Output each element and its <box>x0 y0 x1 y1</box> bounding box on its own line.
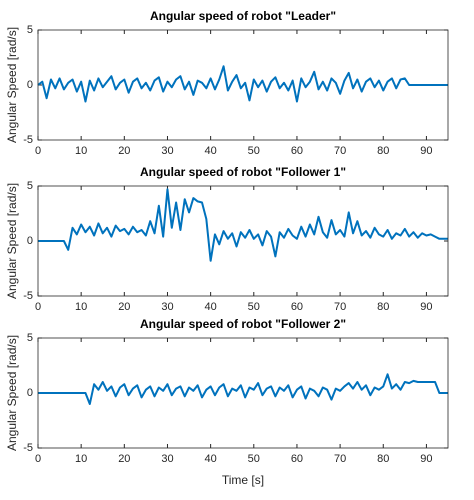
x-tick-label: 0 <box>35 145 41 157</box>
axes-box <box>37 337 449 449</box>
x-tick-label: 60 <box>291 145 303 157</box>
x-tick-label: 10 <box>75 145 87 157</box>
y-tick-label: 5 <box>27 180 33 192</box>
x-tick-label: 80 <box>377 453 389 465</box>
x-tick-label: 40 <box>205 301 217 313</box>
y-axis-label: Angular Speed [rad/s] <box>5 183 19 299</box>
x-tick-label: 70 <box>334 145 346 157</box>
x-tick-label: 90 <box>420 301 432 313</box>
x-tick-label: 40 <box>205 145 217 157</box>
x-tick-label: 40 <box>205 453 217 465</box>
chart-title: Angular speed of robot "Leader" <box>150 9 336 23</box>
y-tick-label: 0 <box>27 235 33 247</box>
x-tick-label: 10 <box>75 453 87 465</box>
x-tick-label: 50 <box>248 145 260 157</box>
x-tick-label: 10 <box>75 301 87 313</box>
x-tick-label: 50 <box>248 453 260 465</box>
x-tick-label: 20 <box>118 145 130 157</box>
axes-box <box>37 185 449 297</box>
axes-background <box>38 186 448 296</box>
x-tick-label: 30 <box>161 453 173 465</box>
x-tick-label: 0 <box>35 453 41 465</box>
chart-title: Angular speed of robot "Follower 2" <box>140 317 346 331</box>
x-tick-label: 60 <box>291 453 303 465</box>
x-tick-label: 30 <box>161 301 173 313</box>
y-tick-label: 0 <box>27 79 33 91</box>
data-line <box>38 188 448 262</box>
x-tick-label: 90 <box>420 145 432 157</box>
x-tick-label: 80 <box>377 145 389 157</box>
x-tick-label: 30 <box>161 145 173 157</box>
y-tick-label: -5 <box>23 134 33 146</box>
y-tick-label: 5 <box>27 332 33 344</box>
y-axis-label: Angular Speed [rad/s] <box>5 27 19 143</box>
x-tick-label: 70 <box>334 301 346 313</box>
x-tick-label: 50 <box>248 301 260 313</box>
x-tick-label: 0 <box>35 301 41 313</box>
y-tick-label: 0 <box>27 387 33 399</box>
x-tick-label: 70 <box>334 453 346 465</box>
y-tick-label: -5 <box>23 290 33 302</box>
data-line <box>38 373 448 405</box>
data-line <box>37 65 448 103</box>
x-axis-label: Time [s] <box>222 473 264 487</box>
x-tick-label: 90 <box>420 453 432 465</box>
axes-box <box>37 29 449 141</box>
x-tick-label: 80 <box>377 301 389 313</box>
y-tick-label: -5 <box>23 442 33 454</box>
y-axis-label: Angular Speed [rad/s] <box>5 335 19 451</box>
y-tick-label: 5 <box>27 24 33 36</box>
x-tick-label: 20 <box>118 453 130 465</box>
x-tick-label: 20 <box>118 301 130 313</box>
x-tick-label: 60 <box>291 301 303 313</box>
chart-title: Angular speed of robot "Follower 1" <box>140 165 346 179</box>
